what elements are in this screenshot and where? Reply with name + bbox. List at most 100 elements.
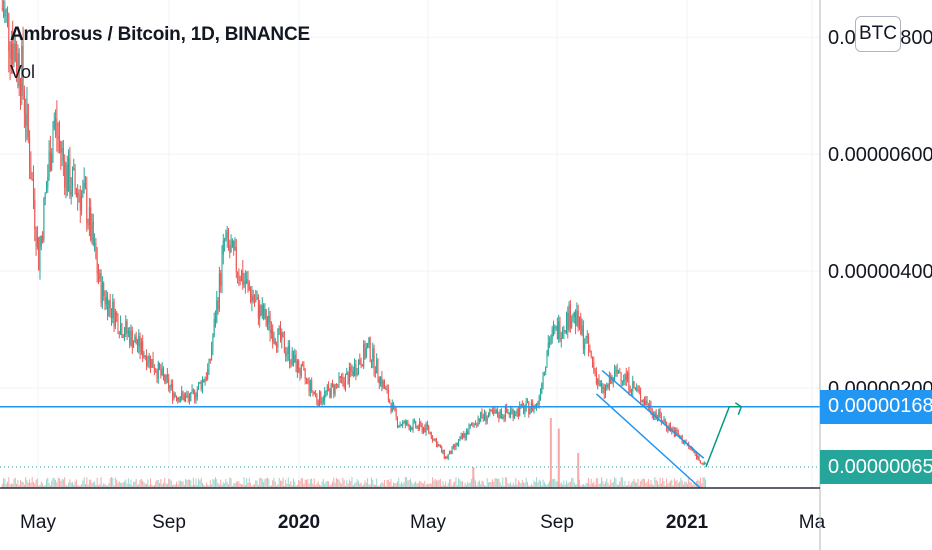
candle-body: [39, 246, 41, 270]
candle-body: [682, 443, 684, 445]
candle-body: [393, 403, 395, 406]
volume-bar: [571, 477, 573, 488]
drawings[interactable]: [0, 369, 820, 489]
volume-bar: [66, 485, 68, 488]
candle-body: [519, 405, 521, 416]
volume-bar: [435, 480, 437, 488]
volume-bar: [437, 480, 439, 488]
volume-bar: [198, 478, 200, 488]
volume-bar: [307, 479, 309, 488]
candle-body: [391, 403, 393, 412]
volume-bar: [360, 482, 362, 488]
candle-body: [58, 138, 60, 142]
volume-bar: [216, 479, 218, 488]
volume-bar: [617, 484, 619, 488]
candle-body: [79, 196, 81, 211]
candle-body: [117, 315, 119, 334]
candle-body: [256, 296, 258, 300]
candle-body: [305, 379, 307, 381]
volume-bar: [308, 483, 310, 488]
candle-body: [156, 372, 158, 379]
volume-bar: [44, 485, 46, 488]
volume-bar: [406, 477, 408, 488]
volume-legend[interactable]: Vol: [10, 62, 36, 82]
currency-button[interactable]: BTC: [855, 16, 901, 52]
volume-bar: [346, 480, 348, 488]
volume-bar: [564, 484, 566, 488]
volume-bar: [658, 484, 660, 488]
volume-bar: [45, 479, 47, 488]
candle-body: [434, 438, 436, 441]
candle-body: [252, 295, 254, 301]
candle-body: [684, 442, 686, 444]
candle-body: [19, 86, 21, 97]
candle-body: [442, 449, 444, 453]
volume-bar: [83, 477, 85, 488]
volume-bar: [549, 480, 551, 488]
candle-body: [502, 416, 504, 418]
volume-bar: [279, 480, 281, 488]
volume-bar: [17, 480, 19, 488]
candle-body: [231, 240, 233, 247]
volume-bar: [646, 481, 648, 488]
candle-body: [620, 372, 622, 382]
volume-bar: [88, 479, 90, 488]
volume-bar: [698, 480, 700, 488]
candle-body: [576, 310, 578, 326]
candle-body: [461, 435, 463, 438]
volume-bar: [64, 477, 66, 488]
candle-body: [617, 371, 619, 374]
candle-body: [593, 362, 595, 370]
candle-body: [376, 359, 378, 374]
volume-bar: [647, 478, 649, 488]
volume-bar: [597, 478, 599, 488]
candle-body: [126, 321, 128, 334]
candle-body: [448, 450, 450, 455]
volume-bar: [452, 482, 454, 488]
volume-bar: [166, 484, 168, 488]
volume-bar: [344, 485, 346, 488]
candle-body: [383, 381, 385, 389]
volume-bar: [634, 482, 636, 488]
volume-bar: [107, 485, 109, 488]
volume-bar: [185, 478, 187, 488]
volume-bar: [684, 481, 686, 488]
candle-body: [411, 427, 413, 430]
channel-line: [595, 393, 701, 489]
candle-body: [283, 337, 285, 353]
candle-body: [552, 327, 554, 330]
volume-bar: [677, 483, 679, 488]
volume-bar: [368, 484, 370, 488]
volume-bar: [60, 481, 62, 488]
candle-body: [581, 325, 583, 334]
candle-body: [175, 396, 177, 401]
candle-body: [140, 341, 142, 353]
volume-bar: [34, 483, 36, 488]
candle-body: [247, 278, 249, 283]
candle-body: [230, 246, 232, 253]
volume-bar: [35, 479, 37, 488]
candle-body: [567, 312, 569, 330]
volume-bar: [315, 485, 317, 488]
candle-body: [96, 258, 98, 274]
candle-body: [265, 309, 267, 325]
volume-bar: [536, 477, 538, 488]
volume-bar: [133, 481, 135, 488]
volume-bar: [234, 483, 236, 488]
candle-body: [467, 431, 469, 435]
volume-bar: [118, 481, 120, 488]
candle-body: [75, 188, 77, 197]
volume-bar: [445, 481, 447, 488]
candle-body: [599, 383, 601, 386]
candle-body: [473, 423, 475, 425]
candle-body: [326, 385, 328, 392]
volume-bar: [105, 485, 107, 488]
candle-body: [474, 423, 476, 425]
candle-body: [138, 335, 140, 347]
candle-body: [133, 342, 135, 348]
candle-body: [116, 312, 118, 316]
symbol-legend[interactable]: Ambrosus / Bitcoin, 1D, BINANCE: [10, 24, 310, 45]
candle-body: [233, 240, 235, 250]
volume-bar: [451, 485, 453, 488]
